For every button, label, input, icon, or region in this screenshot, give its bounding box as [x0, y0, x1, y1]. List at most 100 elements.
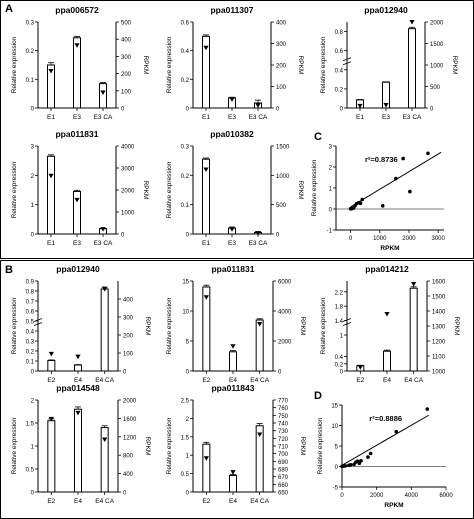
chart-8-rpkm-marker-1 [384, 312, 390, 317]
chart-1-y2label: RPKM [297, 56, 304, 75]
chart-8-y2tick-label-0: 1000 [432, 370, 446, 376]
chart-6-bar-0 [47, 360, 56, 372]
chart-4-rpkm-marker-0 [203, 167, 209, 172]
chart-8-xtick-label-0: E2 [356, 377, 364, 384]
chart-0-y2tick-label-0: 0 [121, 107, 125, 113]
chart-6-ytick-label-7: 0.7 [26, 300, 35, 306]
chart-9-ytick-label-1: 0.5 [26, 468, 35, 474]
chart-7-y2tick-label-1: 2000 [278, 340, 292, 346]
chart-10-y2tick-label-3: 680 [278, 468, 289, 474]
chart-8-y2tick-label-6: 1600 [432, 280, 446, 286]
chart-0-rpkm-marker-1 [74, 43, 80, 48]
chart-10-rpkm-marker-0 [203, 456, 209, 461]
chart-6-rpkm-marker-0 [48, 351, 54, 357]
chart-10-title: ppa011843 [211, 383, 254, 393]
chart-5-ytick-label-1: 0 [329, 208, 333, 214]
chart-1-rpkm-marker-2 [255, 103, 261, 108]
chart-2-xtick-label-2: E3 CA [403, 114, 422, 121]
chart-7-y2tick-label-3: 6000 [278, 280, 292, 286]
chart-9-xtick-label-2: E4 CA [95, 498, 114, 505]
chart-10-xtick-label-2: E4 CA [250, 498, 269, 505]
chart-11-xlabel: RPKM [384, 502, 403, 509]
chart-2-ytick-label-4: 0.8 [335, 30, 344, 36]
chart-11-xtick-label-3: 6000 [439, 493, 453, 499]
chart-9-y2tick-label-2: 800 [123, 454, 134, 460]
chart-6-ytick-label-4: 0.4 [26, 330, 35, 336]
chart-4-rpkm-marker-2 [255, 231, 261, 236]
chart-6-ytick-label-2: 0.2 [26, 350, 35, 356]
chart-10-y2tick-label-9: 740 [278, 422, 289, 428]
panel-a-label: A [5, 3, 13, 15]
chart-11-ytick-label-4: 15 [331, 404, 338, 410]
chart-10-rpkm-marker-1 [230, 470, 236, 475]
chart-6-y2tick-label-2: 200 [123, 334, 134, 340]
chart-0-rpkm-marker-2 [100, 90, 106, 96]
chart-9-ylabel: Relative expression [11, 417, 18, 474]
chart-7-y2tick-label-2: 4000 [278, 310, 292, 316]
chart-0-rpkm-marker-0 [48, 69, 54, 74]
chart-6-bar-2 [100, 288, 109, 372]
chart-1-xtick-label-1: E3 [228, 114, 236, 121]
chart-6-rpkm-marker-2 [102, 287, 108, 292]
chart-5-point-9 [394, 176, 398, 181]
chart-10-bar-0 [202, 443, 211, 493]
panel-b-label: B [5, 264, 13, 276]
chart-7-rpkm-marker-1 [230, 344, 236, 349]
chart-7-y2tick-label-0: 0 [278, 370, 282, 376]
chart-4-ytick-label-0: 0 [186, 233, 190, 239]
chart-2-y2tick-label-4: 2000 [430, 21, 444, 27]
chart-2-rpkm-marker-1 [383, 102, 389, 108]
chart-4-xtick-label-2: E3 CA [249, 240, 268, 247]
chart-1-rpkm-marker-1 [229, 97, 235, 102]
chart-6-rpkm-marker-1 [75, 354, 81, 360]
chart-0-title: ppa006572 [55, 5, 99, 15]
chart-6-ylabel: Relative expression [11, 297, 18, 354]
chart-0-xtick-label-0: E1 [47, 114, 55, 121]
chart-3-y2tick-label-2: 2000 [121, 189, 135, 195]
chart-10-y2tick-label-0: 650 [278, 491, 289, 497]
chart-6-y2tick-label-1: 100 [123, 352, 134, 358]
chart-0-ytick-label-0: 0 [31, 107, 35, 113]
chart-5-ytick-label-2: 1 [329, 187, 333, 193]
chart-4-xtick-label-1: E3 [228, 240, 236, 247]
chart-8-ytick-label-0: 0 [340, 370, 344, 376]
chart-8-xtick-label-2: E4 CA [404, 377, 423, 384]
chart-9-ytick-label-3: 1.5 [26, 422, 35, 428]
chart-1-y2tick-label-1: 100 [276, 85, 287, 91]
chart-11-xtick-label-1: 2000 [370, 493, 384, 499]
chart-2-rpkm-marker-2 [409, 20, 415, 25]
chart-10-y2tick-label-7: 720 [278, 437, 289, 443]
chart-8-ytick-label-3: 1 [340, 334, 344, 340]
chart-4-ylabel: Relative expression [166, 161, 173, 218]
chart-7-xtick-label-0: E2 [202, 377, 210, 384]
chart-1-y2tick-label-0: 0 [276, 107, 280, 113]
chart-1-ytick-label-3: 0.6 [181, 21, 190, 27]
chart-5-xlabel: RPKM [380, 245, 399, 252]
chart-6-y2tick-label-3: 300 [123, 316, 134, 322]
chart-2-bar-2 [408, 28, 416, 109]
chart-1-ylabel: Relative expression [166, 36, 173, 93]
chart-10-y2tick-label-12: 770 [278, 399, 289, 405]
chart-7-title: ppa011831 [211, 264, 254, 274]
chart-3-bar-0 [47, 155, 55, 235]
chart-10-ylabel: Relative expression [166, 417, 173, 474]
chart-9-y2tick-label-3: 1200 [123, 435, 137, 441]
chart-11-fit-line [341, 414, 429, 466]
chart-11-ytick-label-3: 10 [331, 424, 338, 430]
chart-9-bar-2 [100, 427, 109, 493]
chart-2-ytick-label-1: 0.2 [335, 87, 344, 93]
chart-1-xtick-label-0: E1 [202, 114, 210, 121]
chart-4-y2tick-label-3: 1500 [276, 145, 290, 151]
chart-10-rpkm-marker-2 [257, 432, 263, 437]
chart-1-ytick-label-1: 0.2 [181, 78, 190, 84]
chart-10-y2tick-label-8: 730 [278, 429, 289, 435]
chart-11-point-9 [368, 451, 373, 456]
chart-8-y2tick-label-5: 1500 [432, 295, 446, 301]
chart-3-ytick-label-0: 0 [31, 233, 35, 239]
chart-3-rpkm-marker-2 [100, 227, 106, 232]
chart-8-y2tick-label-4: 1400 [432, 310, 446, 316]
chart-8-y2tick-label-3: 1300 [432, 325, 446, 331]
chart-9-rpkm-marker-0 [48, 416, 54, 422]
chart-8-xtick-label-1: E4 [383, 377, 391, 384]
